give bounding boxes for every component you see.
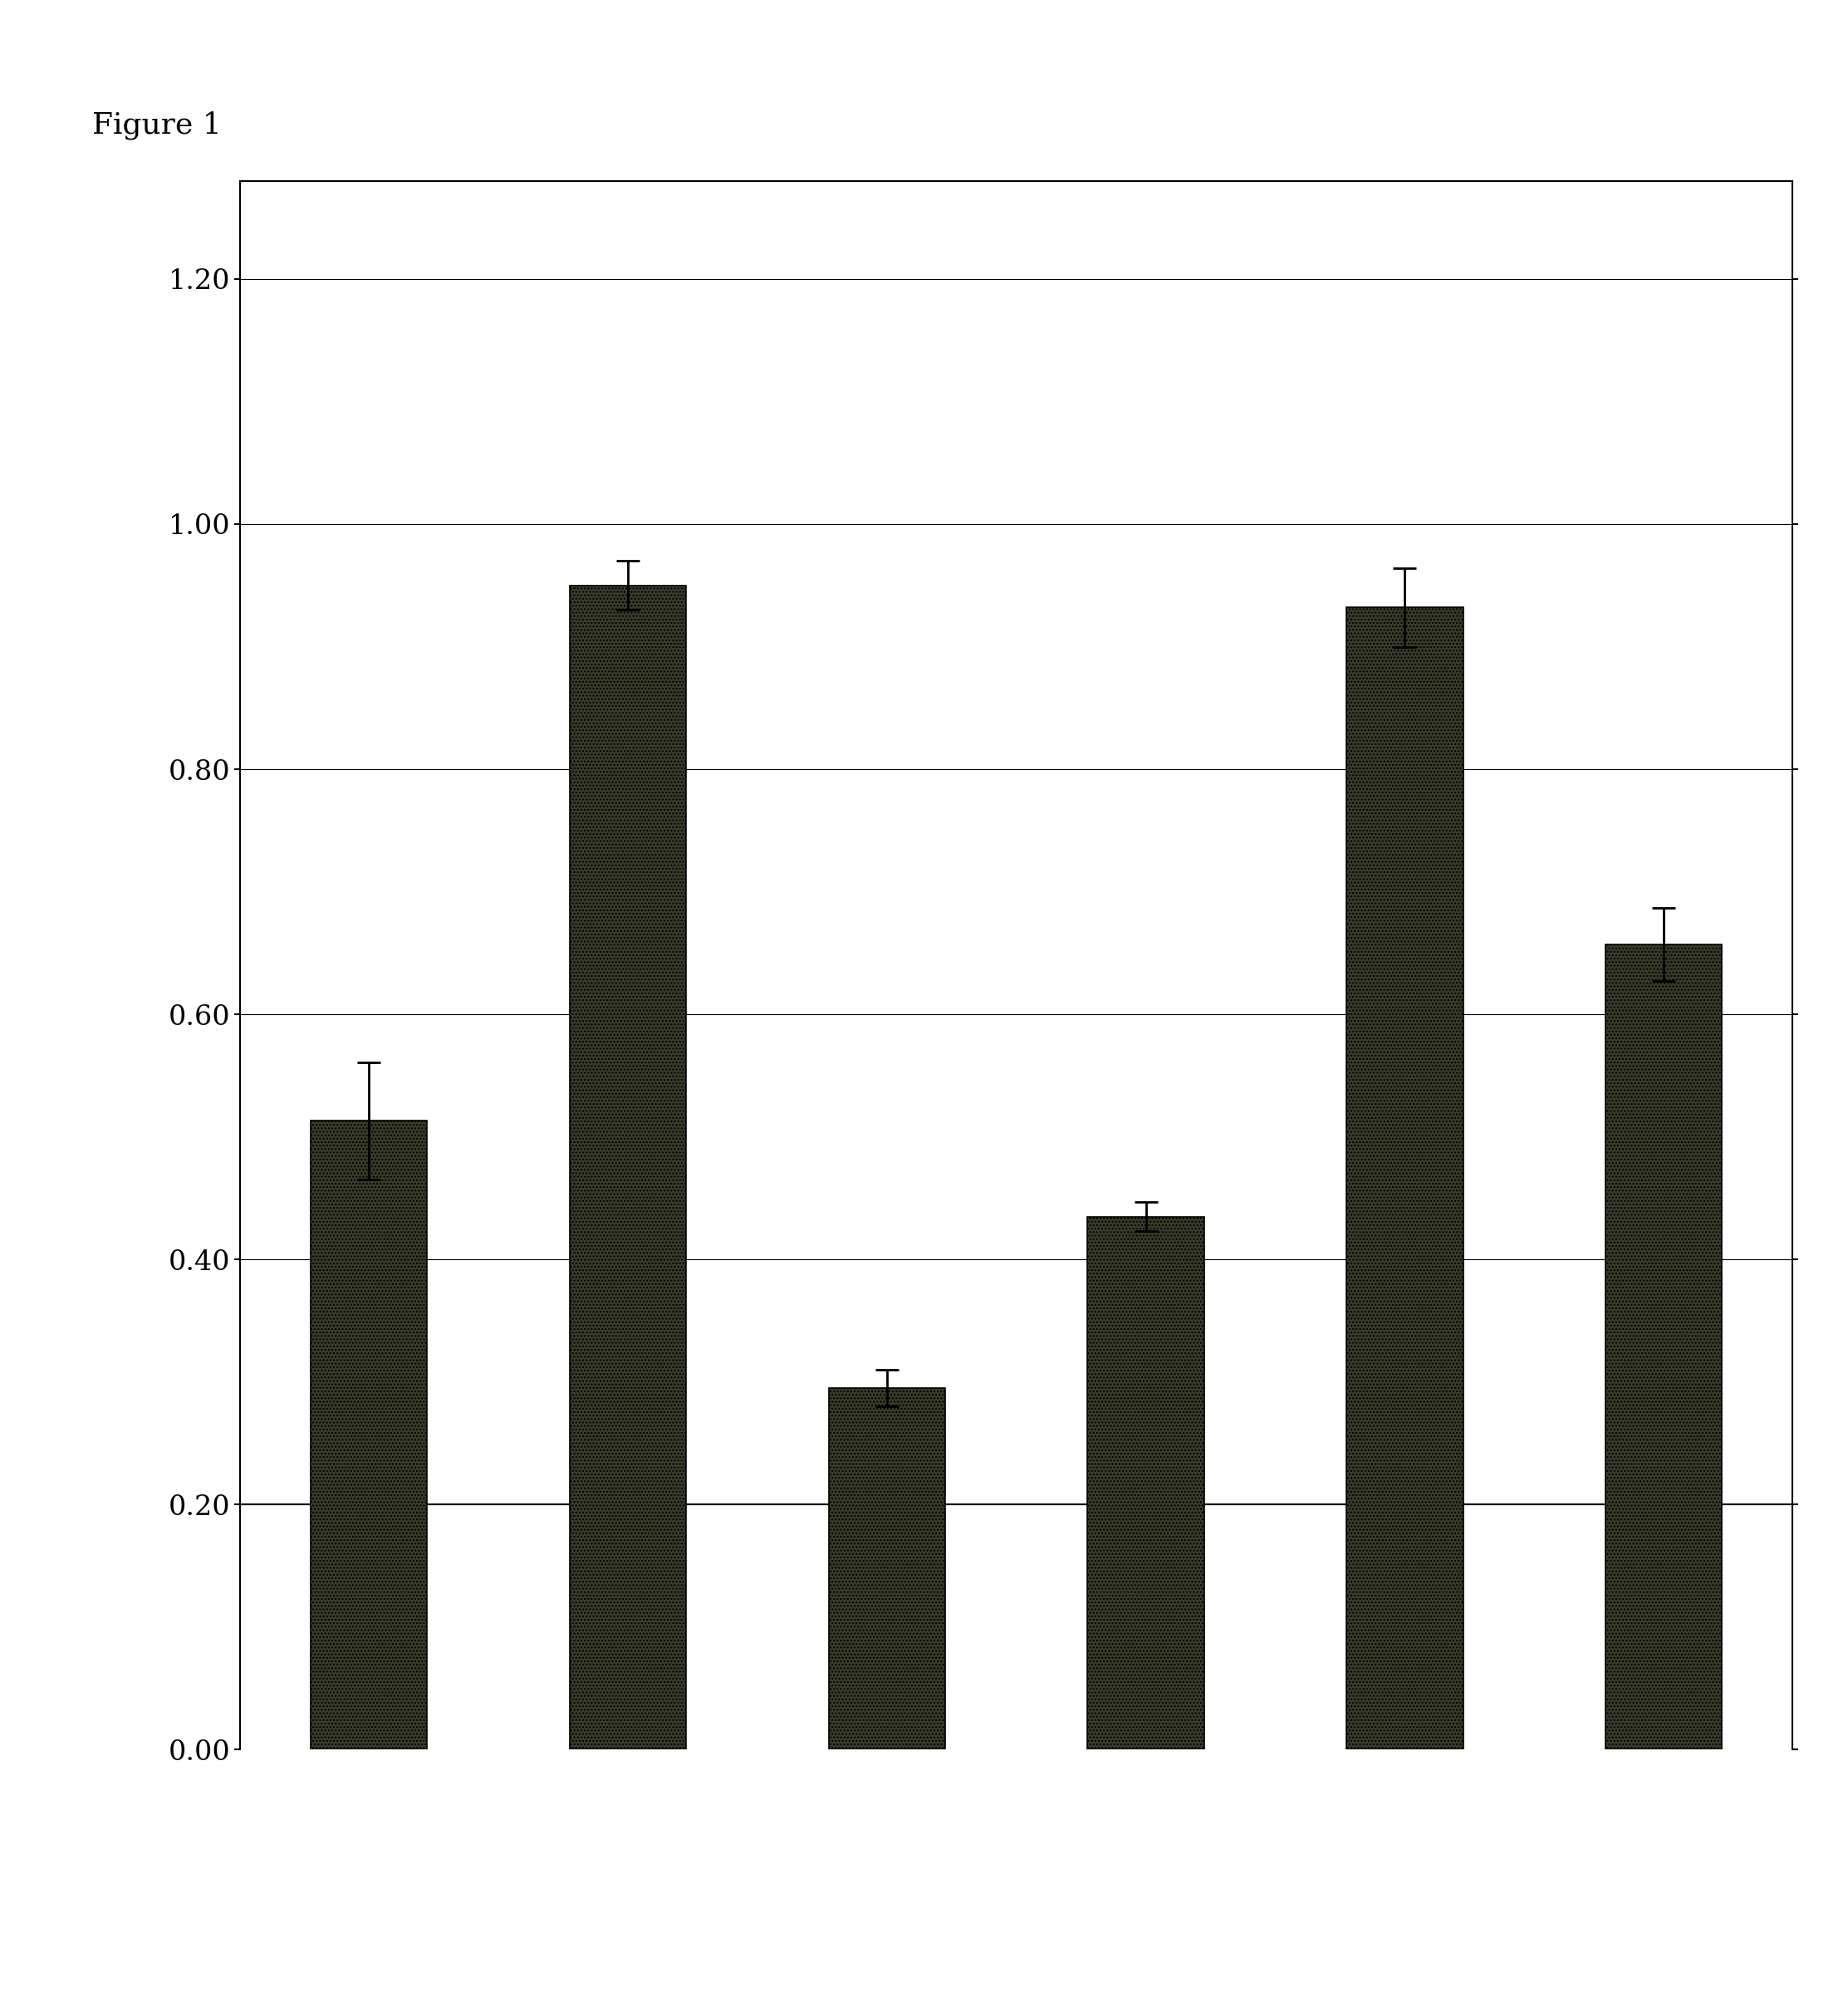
Bar xyxy=(569,585,686,1750)
Bar xyxy=(1088,1217,1205,1750)
Bar xyxy=(1347,607,1464,1750)
Bar xyxy=(310,1120,427,1750)
Bar xyxy=(828,1388,944,1750)
Bar xyxy=(1606,945,1722,1750)
Text: Figure 1: Figure 1 xyxy=(92,111,222,139)
